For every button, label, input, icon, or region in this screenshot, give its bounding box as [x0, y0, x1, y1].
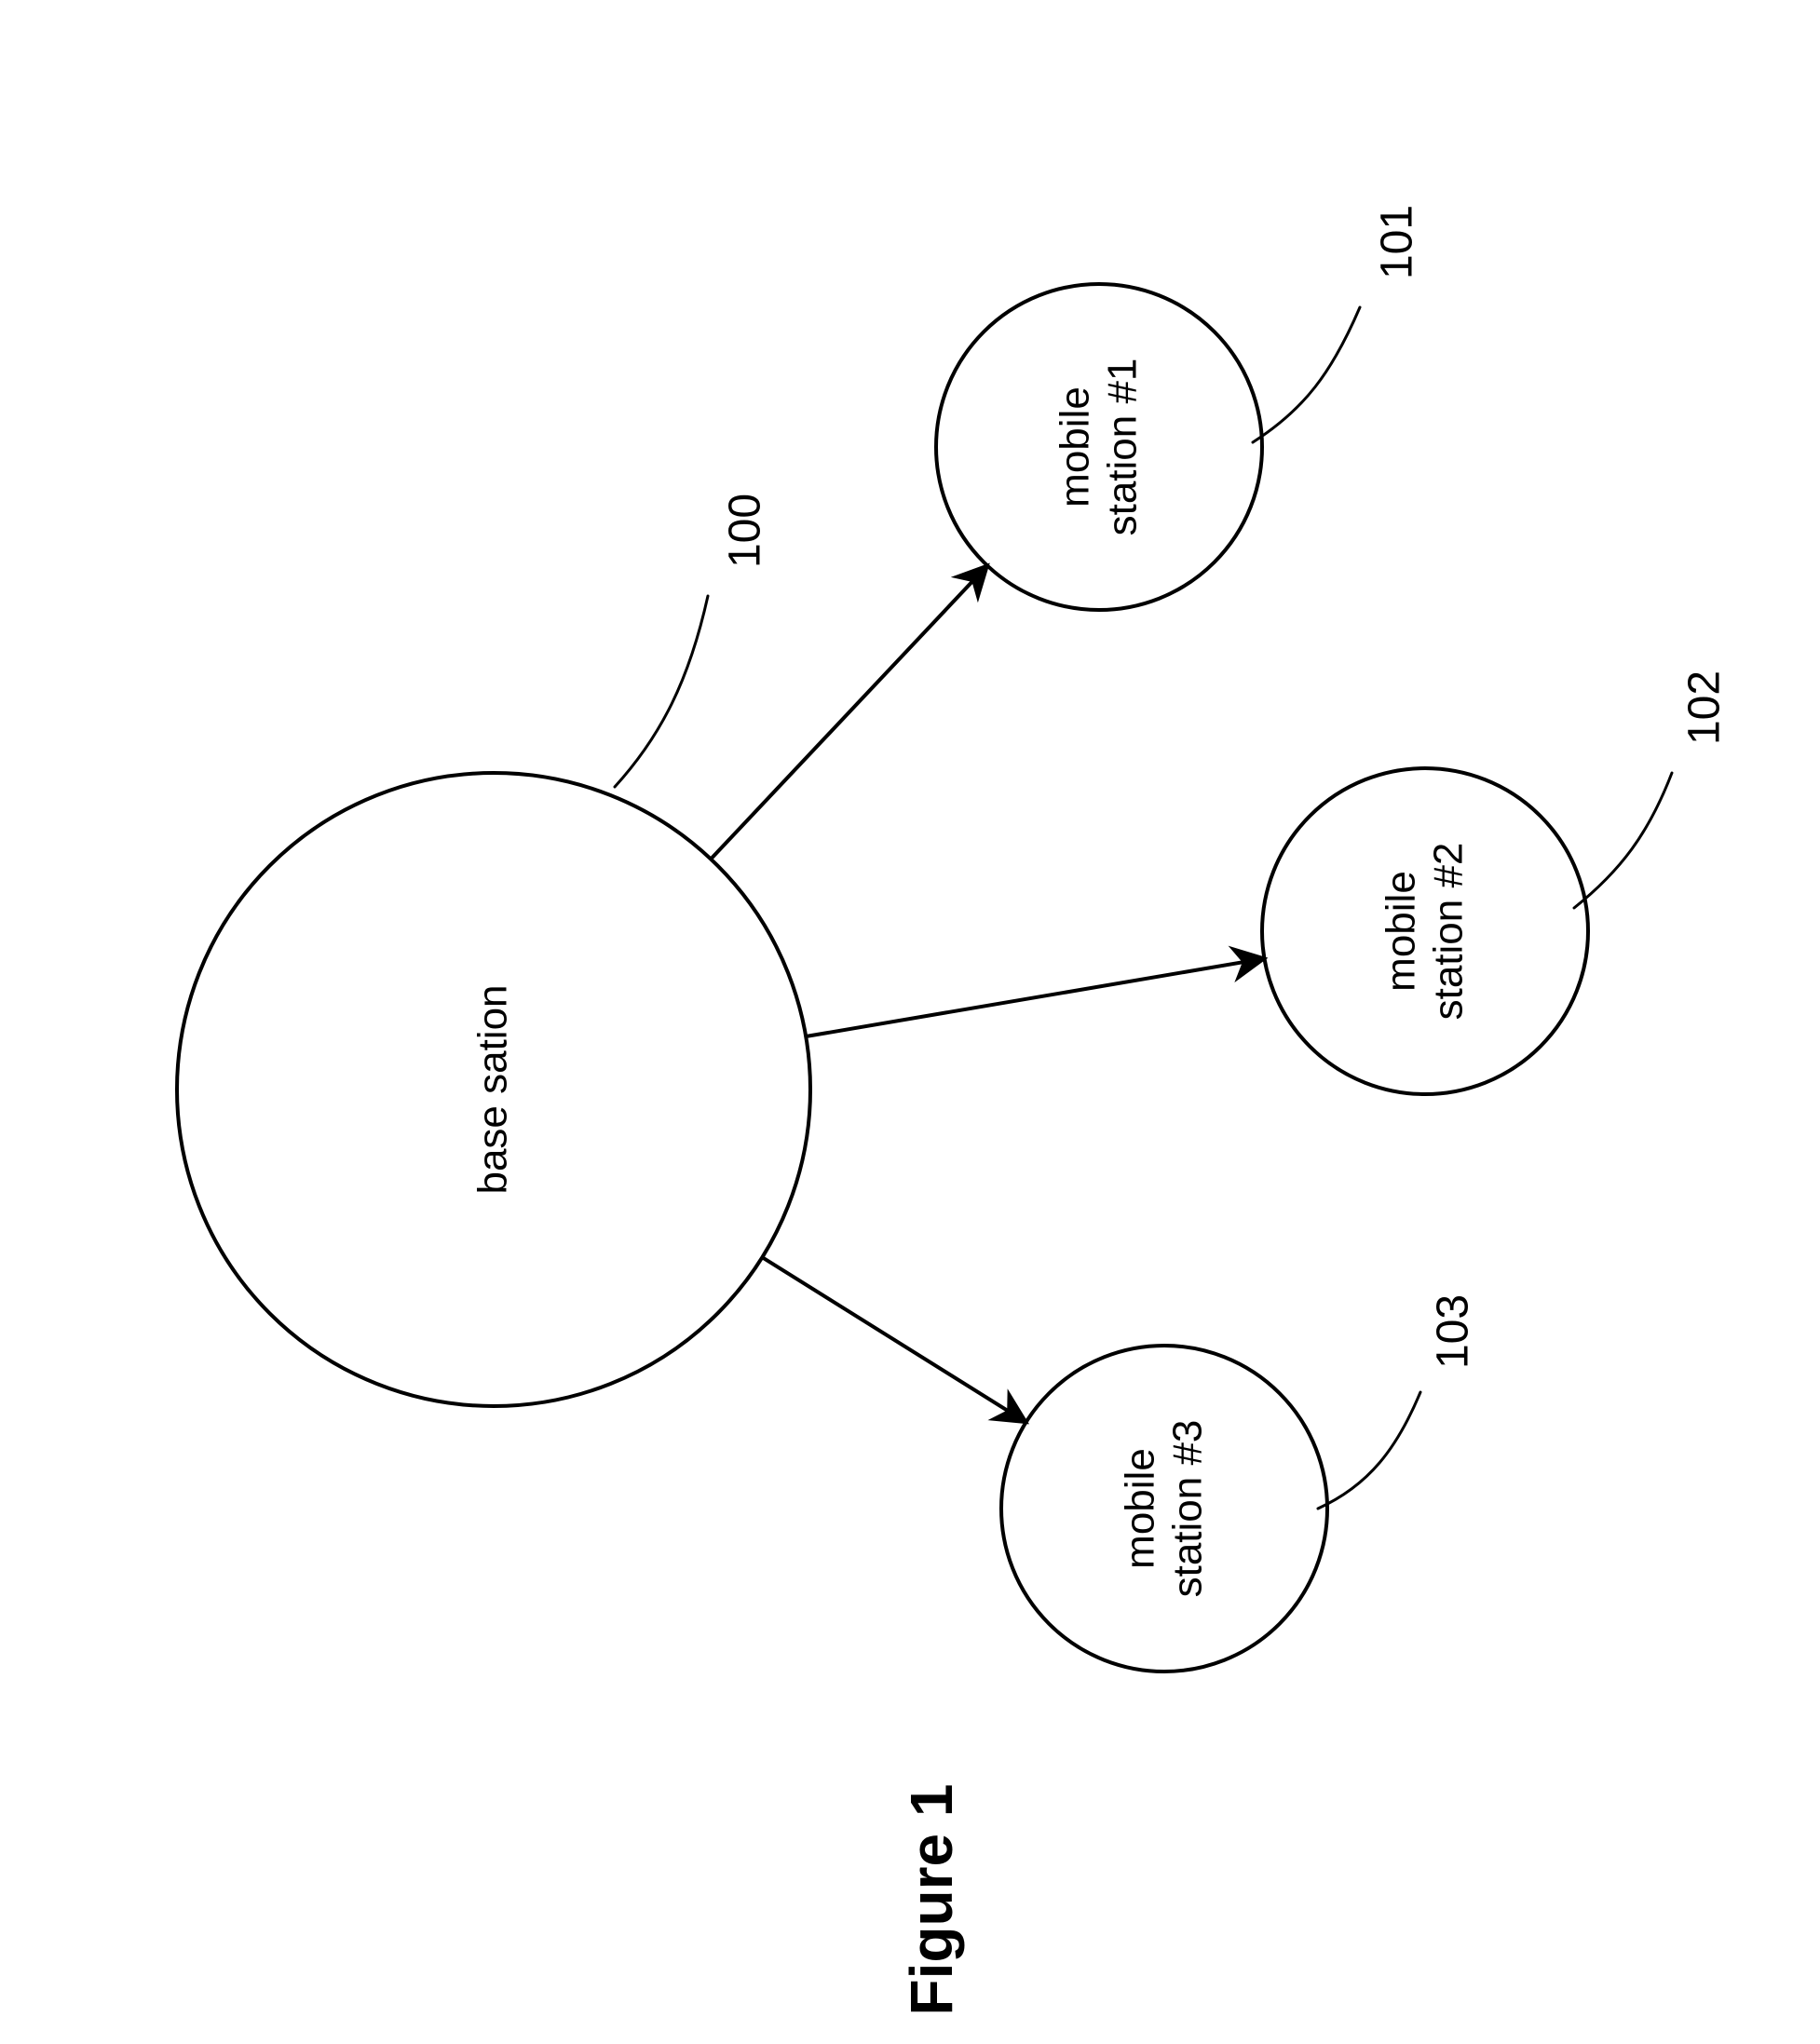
- base-station-label: base sation: [470, 984, 518, 1194]
- mobile-station-1-label: mobile station #1: [1052, 359, 1146, 536]
- figure-caption: Figure 1: [897, 1784, 966, 2016]
- svg-layer: [0, 0, 1820, 2044]
- mobile-station-3-label: mobile station #3: [1117, 1420, 1211, 1598]
- ref-102: 102: [1679, 670, 1731, 745]
- diagram-canvas: base sation mobile station #1 mobile sta…: [0, 0, 1820, 2044]
- ref-100: 100: [720, 494, 771, 568]
- ref-101: 101: [1372, 205, 1423, 279]
- mobile-station-2-label: mobile station #2: [1378, 843, 1472, 1021]
- ref-103: 103: [1428, 1294, 1479, 1369]
